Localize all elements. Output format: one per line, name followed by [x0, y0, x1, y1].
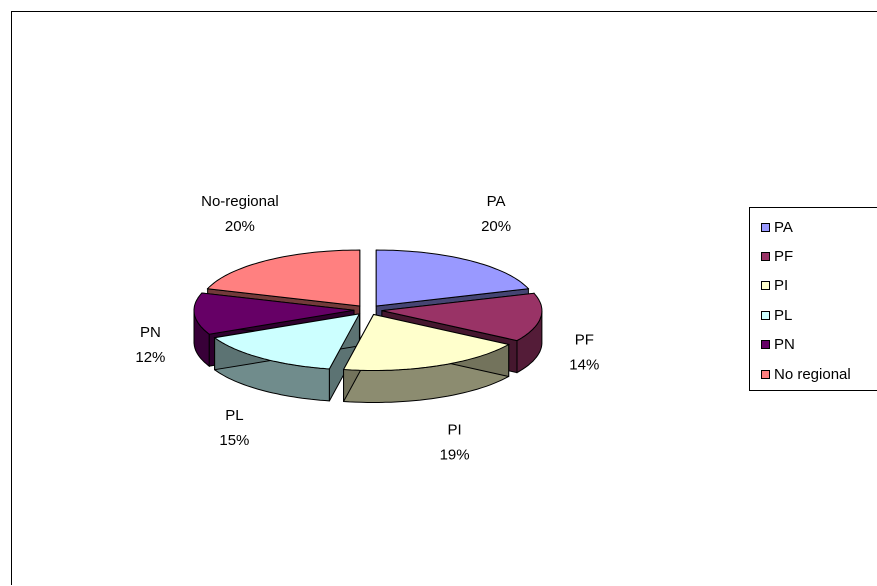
- legend-label: PA: [774, 218, 793, 236]
- legend-swatch: [761, 222, 770, 232]
- legend-entry-pf: PF: [761, 247, 793, 265]
- legend-swatch: [761, 280, 770, 290]
- data-label-category: PN: [140, 324, 161, 341]
- legend-entry-pl: PL: [761, 306, 792, 324]
- data-label-percent: 20%: [481, 218, 511, 235]
- chart-legend: PA PF PI PL PN No regional: [749, 207, 877, 391]
- data-label-category: PL: [225, 407, 243, 424]
- pie-slice-pi: [342, 313, 511, 403]
- data-label-category: PI: [448, 422, 462, 439]
- legend-label: PL: [774, 306, 793, 324]
- data-label-category: No-regional: [201, 193, 279, 210]
- legend-label: PI: [774, 276, 789, 294]
- legend-label: No regional: [774, 365, 851, 383]
- slice-top-face: [213, 313, 361, 370]
- legend-swatch: [761, 310, 770, 320]
- pie-chart: PA 20% PF 14% PI 19% PL 15% PN 12% No-regional 20%: [135, 193, 599, 464]
- pie-slice-pl: [213, 313, 361, 402]
- legend-entry-no-regional: No regional: [761, 365, 851, 383]
- data-labels: PA 20% PF 14% PI 19% PL 15% PN 12% No-regional 20%: [135, 193, 599, 464]
- legend-label: PN: [774, 335, 795, 353]
- data-label-category: PA: [487, 193, 506, 210]
- data-label-percent: 19%: [440, 447, 470, 464]
- data-label-percent: 14%: [569, 356, 599, 373]
- pie-slices: [193, 249, 543, 403]
- slice-top-face: [193, 292, 355, 335]
- slice-top-face: [375, 249, 530, 307]
- chart-area: PA 20% PF 14% PI 19% PL 15% PN 12% No-regional 20%: [11, 11, 877, 585]
- data-label-category: PF: [575, 331, 594, 348]
- slice-top-face: [206, 249, 361, 307]
- data-label-percent: 12%: [135, 349, 165, 366]
- legend-entry-pi: PI: [761, 276, 788, 294]
- legend-swatch: [761, 369, 770, 379]
- slice-top-face: [381, 292, 543, 342]
- data-label-percent: 20%: [225, 218, 255, 235]
- legend-entry-pa: PA: [761, 218, 793, 236]
- legend-entry-pn: PN: [761, 335, 795, 353]
- legend-swatch: [761, 251, 770, 261]
- slice-top-face: [342, 313, 511, 371]
- data-label-percent: 15%: [219, 432, 249, 449]
- legend-label: PF: [774, 247, 794, 265]
- legend-swatch: [761, 339, 770, 349]
